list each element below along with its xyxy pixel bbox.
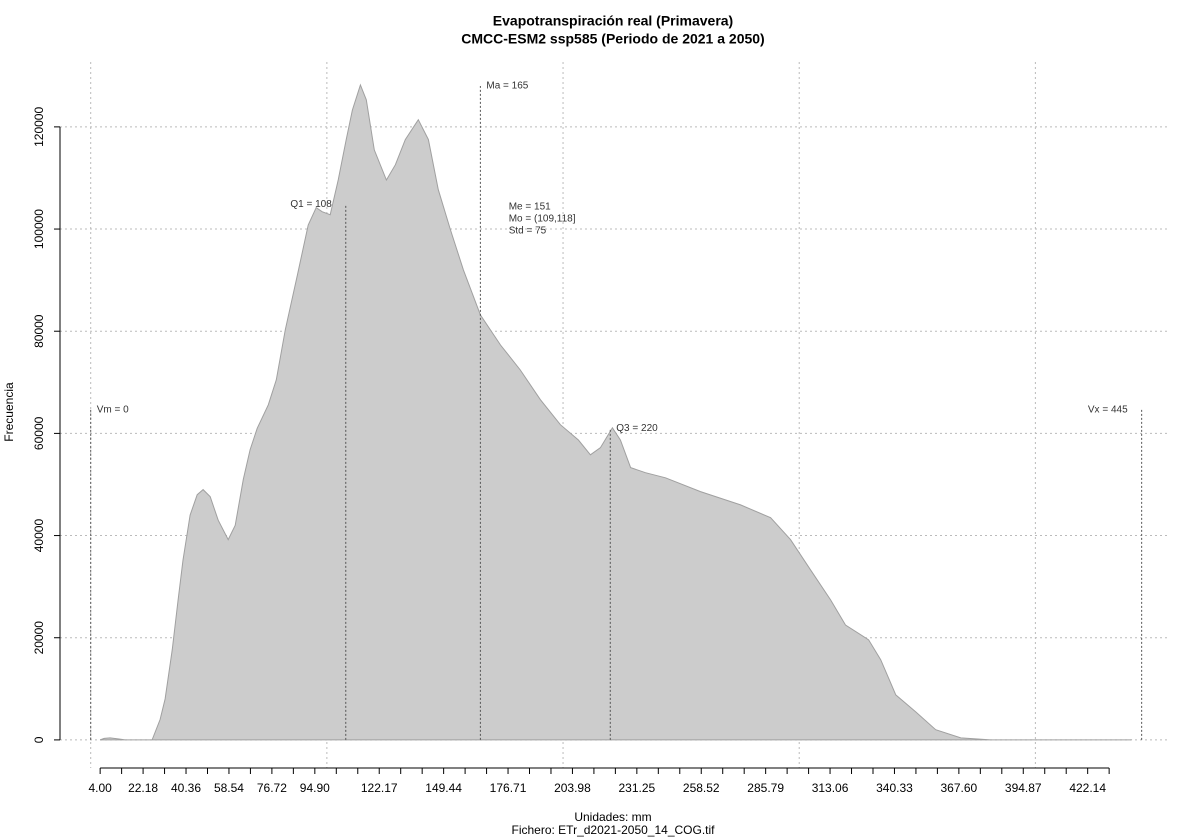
annotation-label: Q3 = 220 (616, 423, 658, 434)
stats-text: Std = 75 (509, 225, 547, 236)
chart-subtitle: CMCC-ESM2 ssp585 (Periodo de 2021 a 2050… (461, 31, 764, 47)
x-tick-label: 122.17 (361, 781, 398, 795)
annotation-label: Vm = 0 (97, 405, 129, 416)
annotation-label: Q1 = 108 (290, 199, 332, 210)
y-tick-label: 0 (32, 736, 46, 743)
annotation-label: Ma = 165 (486, 81, 528, 92)
x-tick-label: 422.14 (1069, 781, 1106, 795)
x-tick-label: 203.98 (554, 781, 591, 795)
stats-text: Me = 151 (509, 201, 551, 212)
y-tick-label: 100000 (32, 209, 46, 249)
x-tick-label: 76.72 (257, 781, 287, 795)
x-tick-label: 22.18 (128, 781, 158, 795)
x-tick-label: 58.54 (214, 781, 244, 795)
x-axis-label: Unidades: mm (574, 810, 651, 824)
x-tick-label: 394.87 (1005, 781, 1042, 795)
caption: Fichero: ETr_d2021-2050_14_COG.tif (512, 823, 716, 837)
annotation-label: Vx = 445 (1088, 405, 1128, 416)
x-tick-label: 94.90 (300, 781, 330, 795)
y-tick-label: 60000 (32, 416, 46, 450)
y-axis-label: Frecuencia (2, 382, 16, 442)
chart-title: Evapotranspiración real (Primavera) (493, 13, 733, 29)
y-tick-label: 120000 (32, 107, 46, 147)
y-tick-label: 80000 (32, 314, 46, 348)
x-tick-label: 258.52 (683, 781, 720, 795)
area (99, 83, 1132, 741)
x-tick-label: 367.60 (941, 781, 978, 795)
x-tick-label: 40.36 (171, 781, 201, 795)
y-tick-label: 40000 (32, 519, 46, 553)
stats-text: Mo = (109,118] (509, 213, 576, 224)
x-tick-label: 285.79 (747, 781, 784, 795)
x-tick-label: 231.25 (618, 781, 655, 795)
x-tick-label: 4.00 (88, 781, 112, 795)
x-tick-label: 340.33 (876, 781, 913, 795)
x-tick-label: 176.71 (490, 781, 527, 795)
x-tick-label: 149.44 (425, 781, 462, 795)
x-tick-label: 313.06 (812, 781, 849, 795)
y-tick-label: 20000 (32, 621, 46, 655)
